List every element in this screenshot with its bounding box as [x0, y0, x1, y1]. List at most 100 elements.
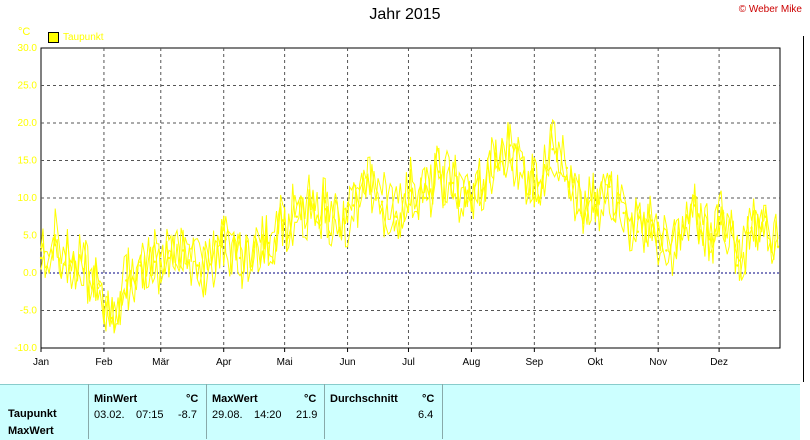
data-point	[423, 196, 426, 200]
data-point	[82, 268, 85, 271]
data-point	[608, 185, 611, 188]
x-tick-label: Aug	[463, 357, 481, 368]
x-tick-label: Jul	[402, 357, 415, 368]
data-point	[409, 189, 412, 192]
minwert-header: MinWert	[94, 393, 138, 405]
legend: Taupunkt	[48, 32, 104, 43]
data-point	[679, 234, 682, 237]
plot-area	[40, 47, 781, 349]
minwert-time: 07:15	[136, 409, 164, 421]
avg-unit: °C	[422, 393, 435, 405]
data-point	[54, 234, 57, 237]
data-point	[636, 230, 640, 233]
y-tick-label: 20.0	[18, 118, 38, 129]
chart-title: Jahr 2015	[369, 6, 441, 23]
y-tick-label: 30.0	[18, 43, 38, 54]
data-point	[281, 219, 284, 222]
data-point	[451, 181, 455, 185]
data-point	[352, 204, 355, 207]
x-tick-label: Jan	[33, 357, 49, 368]
data-point	[338, 226, 341, 230]
y-tick-label: 0.0	[23, 268, 37, 279]
stats-col-divider	[88, 384, 89, 439]
data-point	[750, 226, 753, 230]
data-point	[68, 264, 71, 267]
x-tick-label: Jun	[340, 357, 356, 368]
x-tick-label: Dez	[710, 357, 728, 368]
stats-col-divider	[442, 384, 443, 439]
maxwert-header: MaxWert	[212, 393, 258, 405]
data-point	[295, 215, 299, 218]
data-point	[693, 204, 696, 207]
minwert-value: -8.7	[178, 409, 197, 421]
data-point	[181, 249, 185, 252]
stats-table	[0, 384, 800, 440]
chart-canvas: 30.0 25.0 20.0 15.0 10.0 5.0 0.0 -5.0 -10.0 Jan Fe…	[14, 43, 781, 368]
data-point	[167, 256, 171, 260]
copyright-label: © Weber Mike	[738, 4, 802, 15]
avg-value: 6.4	[418, 409, 434, 421]
data-point	[139, 264, 142, 267]
stats-col-divider	[324, 384, 325, 439]
minwert-unit: °C	[186, 393, 199, 405]
data-point	[537, 181, 540, 185]
data-point	[267, 241, 270, 245]
data-point	[721, 211, 725, 215]
data-point	[665, 249, 668, 252]
legend-label: Taupunkt	[63, 32, 104, 43]
data-point	[494, 159, 497, 162]
data-point	[551, 148, 554, 151]
x-tick-label: Okt	[587, 357, 603, 368]
data-point	[395, 215, 398, 218]
maxwert-time: 14:20	[254, 409, 282, 421]
data-point	[522, 170, 526, 173]
series-line-taupunkt	[40, 121, 779, 334]
data-point	[480, 189, 483, 192]
data-point	[764, 215, 767, 218]
minwert-date: 03.02.	[94, 409, 125, 421]
data-point	[96, 286, 100, 290]
data-point	[622, 211, 625, 215]
y-tick-label: -10.0	[14, 343, 37, 354]
data-point	[650, 219, 654, 222]
y-tick-label: 15.0	[18, 156, 38, 167]
data-point	[153, 260, 156, 263]
maxwert-date: 29.08.	[212, 409, 243, 421]
data-point	[776, 245, 780, 248]
x-tick-label: Sep	[525, 357, 543, 368]
row-label-maxwert: MaxWert	[8, 425, 54, 437]
data-point	[579, 211, 583, 215]
data-point	[324, 208, 327, 211]
x-tick-label: Apr	[216, 357, 232, 368]
data-point	[309, 204, 313, 207]
scrollbar[interactable]	[803, 36, 810, 382]
maxwert-value: 21.9	[296, 409, 318, 421]
data-point	[110, 316, 114, 320]
avg-header: Durchschnitt	[330, 393, 398, 405]
data-point	[366, 178, 370, 181]
row-label-taupunkt: Taupunkt	[8, 408, 57, 420]
data-point	[437, 170, 441, 173]
y-tick-label: 10.0	[18, 193, 38, 204]
x-tick-label: Nov	[649, 357, 667, 368]
y-tick-label: 25.0	[18, 81, 38, 92]
data-point	[252, 245, 256, 248]
data-point	[238, 256, 242, 260]
x-tick-label: Mai	[277, 357, 293, 368]
data-point	[224, 238, 227, 241]
data-point	[125, 279, 128, 282]
data-point	[210, 256, 213, 260]
x-tick-label: Mär	[152, 357, 170, 368]
legend-swatch	[48, 32, 59, 43]
data-point	[466, 200, 469, 203]
y-axis-unit: °C	[18, 26, 31, 38]
data-point	[508, 144, 512, 147]
x-tick-label: Feb	[95, 357, 113, 368]
y-tick-label: 5.0	[23, 231, 37, 242]
data-point	[565, 166, 569, 170]
maxwert-unit: °C	[304, 393, 317, 405]
data-point	[736, 264, 739, 267]
data-point	[196, 264, 199, 267]
data-point	[594, 204, 597, 207]
data-point	[39, 256, 43, 260]
